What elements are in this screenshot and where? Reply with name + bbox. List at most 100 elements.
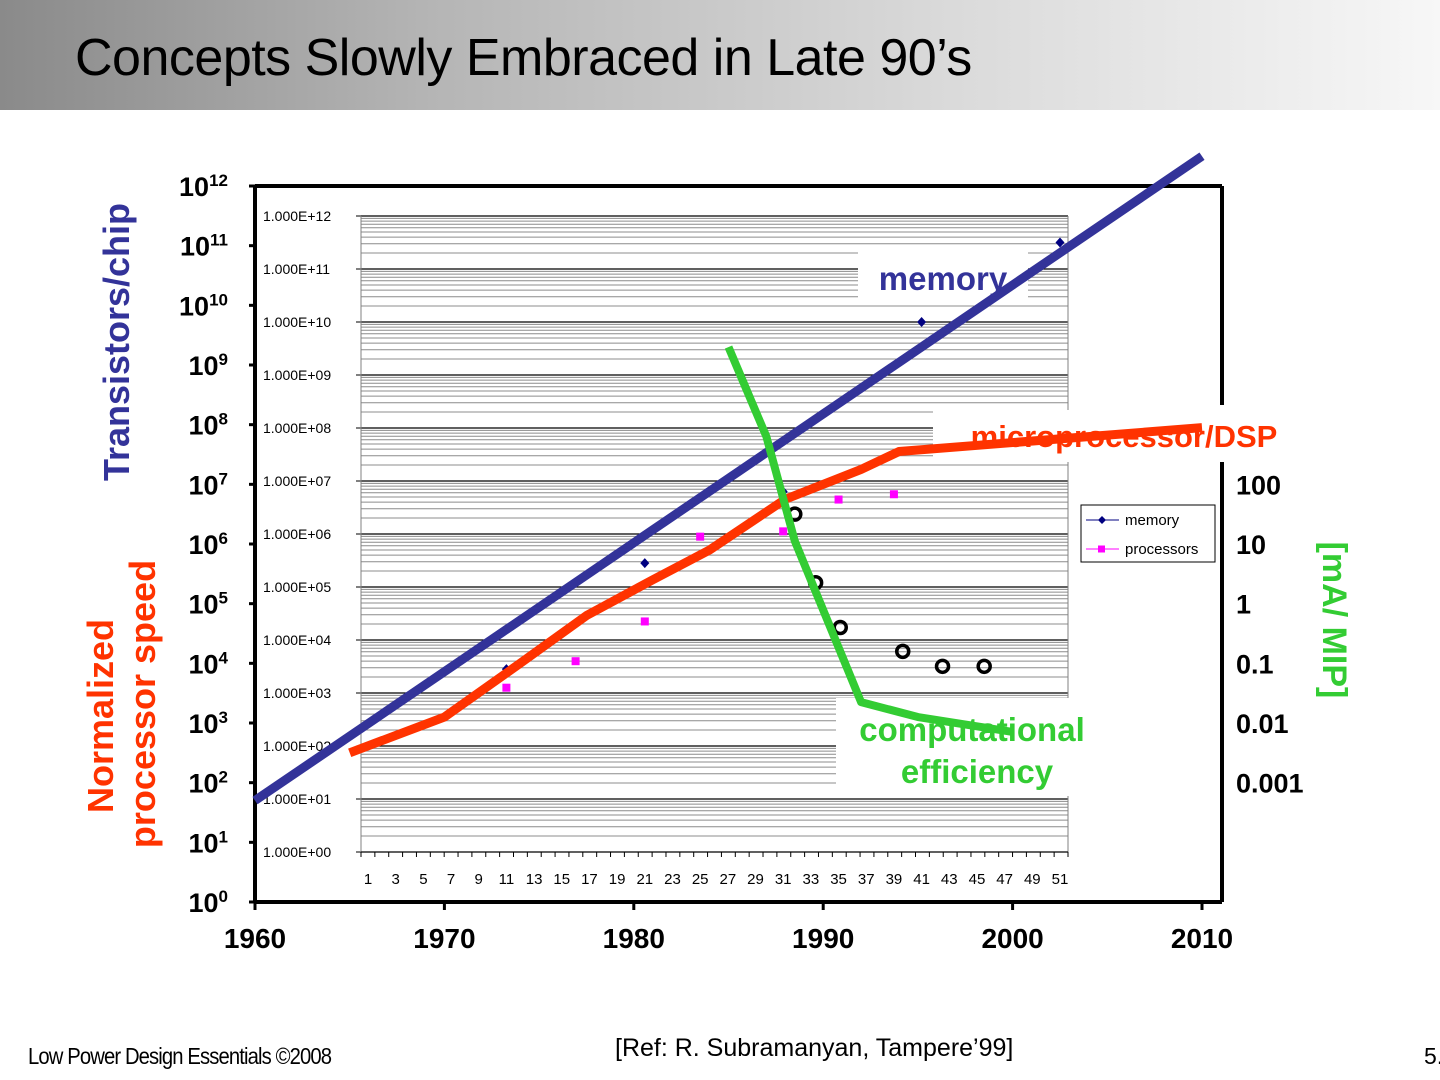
- processor-marker: [696, 532, 705, 541]
- left-axis-tick-label: 100: [188, 887, 228, 918]
- legend-square-icon: [1098, 545, 1105, 553]
- processor-marker: [640, 617, 649, 626]
- memory-marker: [640, 558, 650, 569]
- inner-y-tick-label: 1.000E+01: [263, 791, 331, 807]
- inner-y-tick-label: 1.000E+05: [263, 579, 331, 595]
- left-axis-tick-label: 102: [188, 768, 228, 799]
- left-axis-tick-label: 107: [188, 469, 228, 500]
- legend-label: processors: [1125, 541, 1198, 558]
- left-axis-label-normalized: Normalized: [80, 619, 121, 813]
- inner-x-tick-label: 7: [447, 871, 455, 888]
- inner-x-tick-label: 11: [499, 871, 515, 888]
- inner-y-tick-label: 1.000E+08: [263, 420, 331, 436]
- left-axis-tick-label: 104: [188, 648, 228, 679]
- inner-y-tick-label: 1.000E+07: [263, 473, 331, 489]
- left-axis-tick-label: 103: [188, 708, 228, 739]
- right-axis-tick-label: 0.1: [1236, 649, 1274, 679]
- inner-x-tick-label: 17: [581, 871, 598, 888]
- inner-y-tick-label: 1.000E+03: [263, 685, 331, 701]
- inner-x-tick-label: 43: [941, 871, 958, 888]
- inner-x-tick-label: 19: [609, 871, 626, 888]
- inner-x-tick-label: 51: [1052, 871, 1069, 888]
- memory-marker: [917, 317, 927, 327]
- right-axis-tick-label: 10: [1236, 530, 1266, 560]
- processor-marker: [779, 527, 788, 536]
- inner-x-tick-label: 39: [886, 871, 903, 888]
- left-axis-tick-label: 1012: [179, 171, 228, 202]
- left-axis-tick-label: 101: [188, 827, 228, 858]
- efficiency-trend-line: [724, 345, 1014, 736]
- left-axis-tick-label: 1010: [179, 290, 228, 321]
- left-axis-tick-label: 1011: [180, 231, 228, 262]
- right-axis-tick-label: 0.01: [1236, 709, 1289, 739]
- efficiency-label-background: [836, 698, 1106, 796]
- inner-y-tick-label: 1.000E+00: [263, 844, 331, 860]
- efficiency-marker: [934, 658, 951, 675]
- inner-x-tick-label: 45: [969, 871, 986, 888]
- inner-x-tick-label: 41: [913, 871, 930, 888]
- inner-x-tick-label: 31: [775, 871, 792, 888]
- inner-x-tick-label: 9: [475, 871, 483, 888]
- inner-y-tick-label: 1.000E+02: [263, 738, 331, 754]
- inner-x-tick-label: 21: [636, 871, 653, 888]
- title-bar: Concepts Slowly Embraced in Late 90’s: [0, 0, 1440, 110]
- left-axis-label-processor-speed: processor speed: [122, 560, 163, 848]
- right-axis-tick-label: 0.001: [1236, 769, 1304, 799]
- bottom-axis-tick-label: 2010: [1171, 923, 1233, 954]
- inner-x-tick-label: 35: [830, 871, 847, 888]
- left-axis-tick-label: 106: [188, 529, 228, 560]
- page-number: 5.: [1424, 1043, 1440, 1069]
- inner-x-tick-label: 27: [719, 871, 736, 888]
- footer-copyright: Low Power Design Essentials ©2008: [28, 1043, 332, 1069]
- processor-marker: [889, 490, 898, 499]
- right-axis-tick-label: 1: [1236, 590, 1251, 620]
- efficiency-annotation-line2: efficiency: [901, 753, 1054, 790]
- left-axis-label-transistors: Transistors/chip: [96, 203, 137, 481]
- inner-y-tick-label: 1.000E+06: [263, 526, 331, 542]
- right-axis-background: [1232, 460, 1362, 810]
- right-axis-label: [mA/ MIP]: [1315, 542, 1353, 699]
- memory-trend-line: [252, 152, 1205, 805]
- efficiency-marker: [976, 658, 992, 675]
- processor-marker: [571, 657, 580, 666]
- inner-axis-labels: 1.000E+12 1.000E+11 1.000E+10 1.000E+09 1.00…: [263, 208, 1068, 888]
- inner-x-tick-label: 5: [419, 871, 427, 888]
- bottom-axis-tick-label: 1980: [603, 923, 665, 954]
- annotations: memory microprocessor/DSP computational eff…: [859, 260, 1277, 790]
- bottom-axis-tick-label: 1960: [224, 923, 286, 954]
- inner-x-tick-label: 29: [747, 871, 764, 888]
- bottom-axis-tick-label: 1970: [413, 923, 475, 954]
- slide-title: Concepts Slowly Embraced in Late 90’s: [75, 29, 972, 87]
- outer-axis-labels: 1001011021031041051061071081091010101110…: [80, 171, 1353, 954]
- left-axis-tick-label: 109: [188, 350, 228, 381]
- processor-marker: [502, 683, 511, 692]
- processor-marker: [834, 495, 843, 504]
- left-axis-tick-label: 108: [188, 410, 228, 441]
- legend-diamond-icon: [1098, 516, 1106, 524]
- inner-y-tick-label: 1.000E+11: [263, 261, 330, 277]
- inner-x-tick-label: 15: [553, 871, 570, 888]
- inner-x-tick-label: 25: [692, 871, 709, 888]
- trend-lines: [252, 152, 1205, 805]
- inner-y-tick-label: 1.000E+04: [263, 632, 331, 648]
- efficiency-annotation-line1: computational: [859, 711, 1085, 748]
- footer-reference: [Ref: R. Subramanyan, Tampere’99]: [615, 1034, 1014, 1062]
- processor-annotation: microprocessor/DSP: [971, 419, 1278, 454]
- legend: memory processors: [1080, 504, 1216, 563]
- inner-y-tick-label: 1.000E+10: [263, 314, 331, 330]
- processor-trend-line: [348, 423, 1203, 758]
- inner-y-tick-label: 1.000E+12: [263, 208, 331, 224]
- inner-x-tick-label: 33: [803, 871, 820, 888]
- inner-x-tick-label: 37: [858, 871, 875, 888]
- bottom-axis-tick-label: 2000: [981, 923, 1043, 954]
- inner-x-tick-label: 47: [996, 871, 1013, 888]
- left-axis-tick-label: 105: [188, 589, 228, 620]
- right-axis-tick-label: 100: [1236, 470, 1281, 500]
- inner-x-tick-label: 13: [526, 871, 543, 888]
- inner-x-tick-label: 3: [392, 871, 400, 888]
- inner-x-tick-label: 23: [664, 871, 681, 888]
- memory-annotation: memory: [879, 260, 1008, 297]
- memory-marker: [1055, 237, 1065, 248]
- bottom-axis-tick-label: 1990: [792, 923, 854, 954]
